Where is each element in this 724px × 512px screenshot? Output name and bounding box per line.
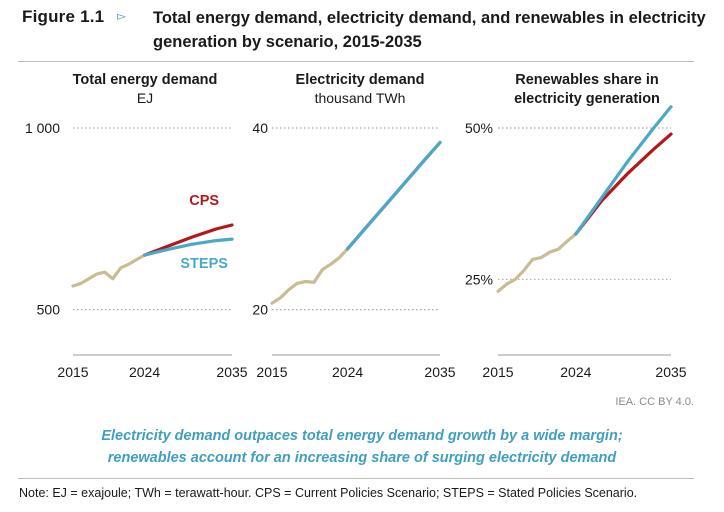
x-tick-label: 2024	[332, 364, 363, 380]
chart-total-energy-demand: Total energy demand EJ 1 000 500 2015 2024 203…	[25, 72, 248, 380]
charts-canvas: Total energy demand EJ 1 000 500 2015 2024 203…	[0, 0, 724, 400]
bottom-divider	[18, 478, 694, 479]
x-tick-label: 2015	[57, 364, 88, 380]
series-line-steps	[576, 107, 671, 234]
series-line-historical	[272, 249, 348, 303]
y-tick-label: 20	[252, 302, 268, 318]
chart-title: Renewables share in	[515, 72, 658, 88]
y-tick-label: 1 000	[25, 120, 60, 136]
x-tick-label: 2035	[655, 364, 686, 380]
takeaway-line-1: Electricity demand outpaces total energy…	[0, 425, 724, 447]
x-tick-label: 2035	[424, 364, 455, 380]
chart-title: Total energy demand	[73, 72, 218, 88]
series-label-cps: CPS	[189, 193, 219, 209]
series-line-historical	[73, 255, 145, 286]
x-tick-label: 2024	[129, 364, 160, 380]
y-tick-label: 50%	[465, 120, 493, 136]
series-line-steps	[145, 239, 232, 255]
y-tick-label: 40	[252, 120, 268, 136]
x-tick-label: 2015	[482, 364, 513, 380]
chart-renewables-share: Renewables share in electricity generatio…	[465, 72, 687, 380]
note-text: Note: EJ = exajoule; TWh = terawatt-hour…	[19, 486, 637, 500]
y-tick-label: 25%	[465, 271, 493, 287]
takeaway-line-2: renewables account for an increasing sha…	[0, 447, 724, 469]
y-tick-label: 500	[37, 302, 61, 318]
series-line-steps	[348, 143, 440, 249]
chart-title: Electricity demand	[296, 72, 425, 88]
x-tick-label: 2035	[216, 364, 247, 380]
x-tick-label: 2015	[256, 364, 287, 380]
x-tick-label: 2024	[560, 364, 591, 380]
credit-text: IEA. CC BY 4.0.	[615, 396, 694, 408]
chart-unit: thousand TWh	[315, 90, 406, 106]
chart-unit: EJ	[137, 90, 153, 106]
series-line-cps	[576, 134, 671, 234]
series-label-steps: STEPS	[180, 256, 228, 272]
chart-electricity-demand: Electricity demand thousand TWh 40 20 2015 20…	[252, 72, 455, 380]
chart-title: electricity generation	[514, 91, 660, 107]
takeaway: Electricity demand outpaces total energy…	[0, 425, 724, 469]
series-line-historical	[498, 234, 576, 292]
